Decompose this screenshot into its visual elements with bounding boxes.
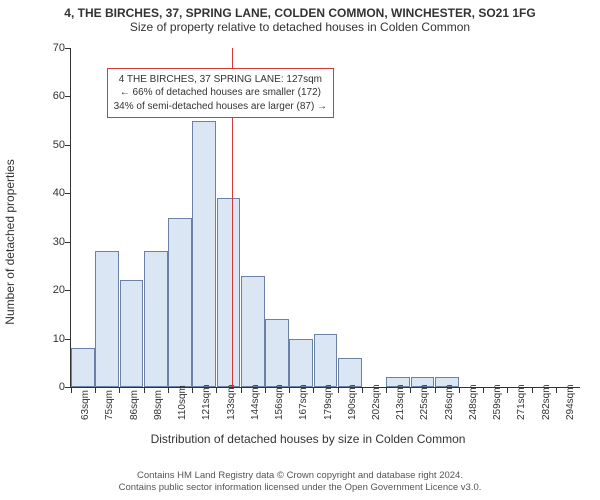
histogram-bar [192,121,216,387]
x-tick-label: 144sqm [250,384,261,420]
plot-area: 01020304050607063sqm75sqm86sqm98sqm110sq… [70,48,580,388]
x-tick [532,387,533,393]
x-tick-label: 63sqm [80,390,91,420]
x-tick-label: 75sqm [104,390,115,420]
histogram-chart: Number of detached properties 0102030405… [28,44,588,440]
x-tick [556,387,557,393]
x-tick-label: 294sqm [565,384,576,420]
y-tick [65,48,71,49]
legend-line: ← 66% of detached houses are smaller (17… [114,86,327,100]
x-tick [289,387,290,393]
histogram-bar [338,358,362,387]
x-tick-label: 167sqm [298,384,309,420]
x-tick [410,387,411,393]
y-tick-label: 0 [41,381,65,393]
y-tick [65,96,71,97]
y-tick-label: 20 [41,284,65,296]
y-tick-label: 10 [41,333,65,345]
x-tick-label: 133sqm [226,384,237,420]
x-tick [168,387,169,393]
x-tick-label: 156sqm [274,384,285,420]
y-tick-label: 50 [41,139,65,151]
histogram-bar [120,280,144,387]
histogram-bar [314,334,338,387]
x-tick [338,387,339,393]
x-tick [119,387,120,393]
x-tick-label: 98sqm [153,390,164,420]
footer-line-1: Contains HM Land Registry data © Crown c… [0,470,600,482]
x-tick [507,387,508,393]
page-subtitle: Size of property relative to detached ho… [0,20,600,38]
y-tick [65,339,71,340]
y-tick [65,290,71,291]
histogram-bar [241,276,265,387]
x-tick [459,387,460,393]
x-tick-label: 179sqm [323,384,334,420]
histogram-bar [289,339,313,387]
histogram-bar [217,198,241,387]
y-tick-label: 30 [41,236,65,248]
histogram-bar [71,348,95,387]
page-title: 4, THE BIRCHES, 37, SPRING LANE, COLDEN … [0,0,600,20]
x-tick [71,387,72,393]
y-tick [65,193,71,194]
y-tick [65,242,71,243]
x-tick-label: 202sqm [371,384,382,420]
y-tick-label: 40 [41,187,65,199]
x-tick-label: 271sqm [516,384,527,420]
x-tick [95,387,96,393]
x-tick-label: 282sqm [541,384,552,420]
histogram-bar [168,218,192,388]
x-tick-label: 213sqm [395,384,406,420]
legend-line: 34% of semi-detached houses are larger (… [114,100,327,114]
x-tick [313,387,314,393]
legend-box: 4 THE BIRCHES, 37 SPRING LANE: 127sqm← 6… [107,68,334,119]
y-tick-label: 60 [41,90,65,102]
y-axis-label: Number of detached properties [3,159,17,324]
x-tick-label: 236sqm [444,384,455,420]
x-tick [435,387,436,393]
x-tick [144,387,145,393]
x-tick-label: 225sqm [419,384,430,420]
footer-attribution: Contains HM Land Registry data © Crown c… [0,470,600,494]
x-tick-label: 248sqm [468,384,479,420]
x-tick [241,387,242,393]
legend-line: 4 THE BIRCHES, 37 SPRING LANE: 127sqm [114,73,327,87]
x-tick [362,387,363,393]
histogram-bar [265,319,289,387]
x-tick [483,387,484,393]
x-tick-label: 86sqm [129,390,140,420]
x-tick-label: 190sqm [347,384,358,420]
x-tick-label: 110sqm [177,385,188,420]
histogram-bar [95,251,119,387]
x-tick [265,387,266,393]
footer-line-2: Contains public sector information licen… [0,482,600,494]
x-tick [386,387,387,393]
x-tick [192,387,193,393]
x-axis-label: Distribution of detached houses by size … [28,432,588,446]
x-tick [216,387,217,393]
y-tick [65,145,71,146]
y-tick-label: 70 [41,42,65,54]
x-tick-label: 259sqm [492,384,503,420]
x-tick-label: 121sqm [201,384,212,420]
histogram-bar [144,251,168,387]
